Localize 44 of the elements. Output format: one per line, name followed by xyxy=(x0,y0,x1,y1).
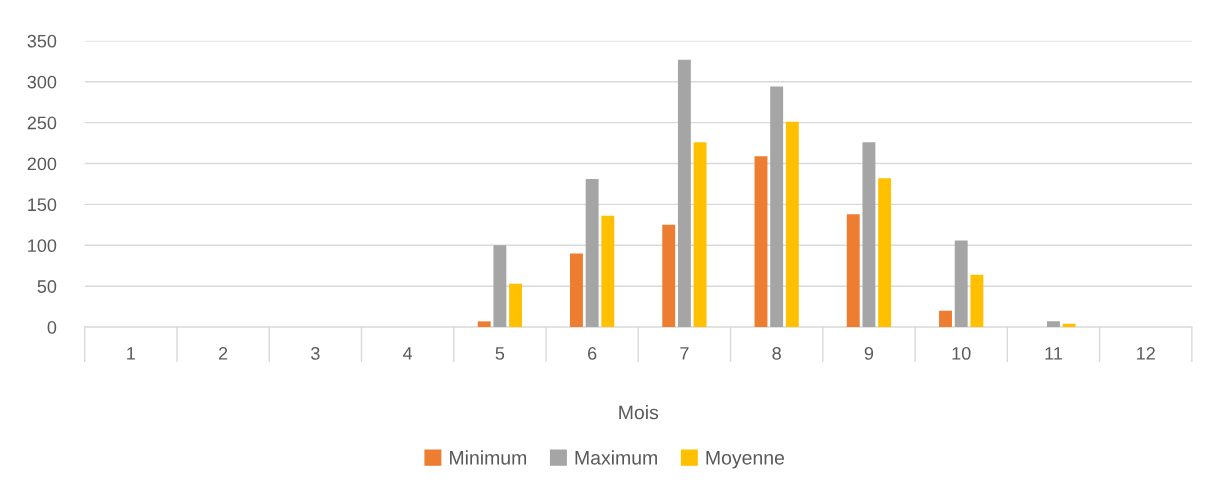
legend-label: Maximum xyxy=(575,450,657,465)
legend-label: Moyenne xyxy=(706,451,785,469)
x-tick-label: 3 xyxy=(311,347,320,360)
x-tick-label: 5 xyxy=(495,347,505,360)
bar xyxy=(677,59,691,328)
bar xyxy=(754,156,768,328)
y-tick-label: 150 xyxy=(28,198,57,212)
y-tick-label: 250 xyxy=(27,116,57,130)
x-tick-label: 11 xyxy=(1045,347,1062,360)
x-tick-label: 4 xyxy=(403,347,413,360)
x-tick-label: 7 xyxy=(680,347,689,360)
legend-label: Minimum xyxy=(450,450,527,465)
bar xyxy=(1047,321,1060,328)
bar xyxy=(493,245,507,328)
y-tick-label: 0 xyxy=(47,321,57,334)
bar xyxy=(601,215,615,328)
x-tick-label: 1 xyxy=(127,347,135,360)
x-tick-label: 9 xyxy=(864,347,874,360)
bar xyxy=(693,142,707,328)
x-tick-label: 6 xyxy=(588,347,597,360)
y-tick-label: 50 xyxy=(37,280,57,293)
bar xyxy=(770,86,784,328)
bar xyxy=(662,224,676,328)
y-tick-label: 200 xyxy=(27,157,57,171)
bar xyxy=(846,214,860,328)
x-axis-title: Mois xyxy=(619,405,659,420)
bar xyxy=(939,310,952,328)
y-tick-label: 300 xyxy=(27,75,57,89)
y-tick-label: 350 xyxy=(27,34,57,48)
bar xyxy=(585,179,599,328)
bar xyxy=(1062,323,1076,328)
bar xyxy=(570,253,583,328)
bar xyxy=(509,283,523,328)
x-tick-label: 8 xyxy=(772,347,781,360)
bar xyxy=(862,142,876,328)
bar xyxy=(477,321,491,328)
bar xyxy=(785,121,799,328)
x-tick-label: 12 xyxy=(1137,347,1155,360)
bar xyxy=(878,178,892,328)
bar xyxy=(954,240,968,328)
x-tick-label: 2 xyxy=(218,347,228,360)
y-tick-label: 100 xyxy=(28,239,57,253)
bar xyxy=(970,274,984,328)
x-tick-label: 10 xyxy=(952,347,971,360)
